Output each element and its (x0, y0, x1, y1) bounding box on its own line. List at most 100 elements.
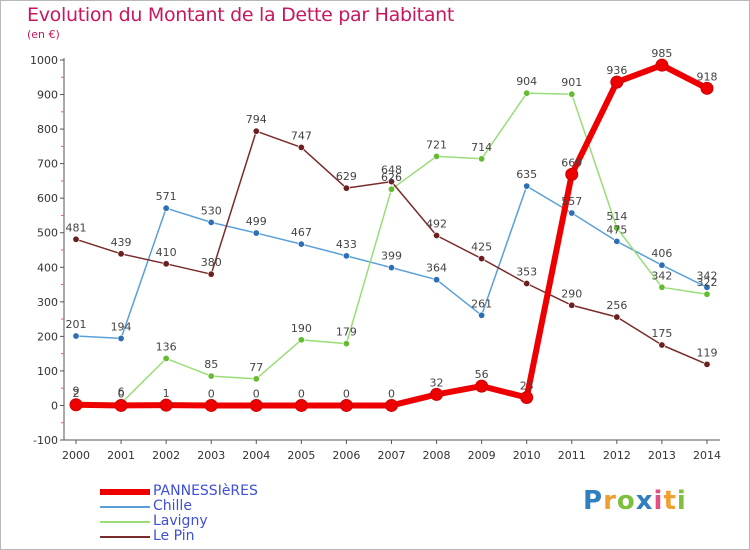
y-tick-label: 200 (37, 330, 58, 343)
data-label-chille: 399 (381, 250, 402, 263)
data-point-le-pin (523, 280, 531, 288)
data-point-lavigny (703, 290, 711, 298)
y-tick-label: 700 (37, 158, 58, 171)
data-label-pannessi-res: 0 (298, 387, 305, 400)
data-point-le-pin (478, 255, 486, 263)
data-point-le-pin (297, 143, 305, 151)
data-label-le-pin: 439 (111, 236, 132, 249)
data-label-lavigny: 904 (516, 75, 537, 88)
data-point-chille (478, 311, 486, 319)
data-label-lavigny: 514 (606, 210, 627, 223)
data-point-chille (433, 276, 441, 284)
y-tick-label: -100 (33, 434, 58, 447)
data-label-lavigny: 626 (381, 171, 402, 184)
legend-label-pannessi-res: PANNESSIèRES (153, 483, 258, 499)
data-label-le-pin: 256 (606, 299, 627, 312)
data-label-chille: 342 (696, 269, 717, 282)
x-tick-label: 2012 (603, 449, 631, 462)
data-label-pannessi-res: 918 (696, 70, 717, 83)
legend-label-le-pin: Le Pin (153, 528, 195, 544)
data-label-pannessi-res: 23 (520, 380, 534, 393)
data-label-lavigny: 322 (696, 276, 717, 289)
data-point-chille (658, 261, 666, 269)
data-label-le-pin: 290 (561, 287, 582, 300)
y-tick-label: 800 (37, 123, 58, 136)
data-label-chille: 557 (561, 195, 582, 208)
data-label-le-pin: 648 (381, 164, 402, 177)
data-point-le-pin (658, 341, 666, 349)
data-label-pannessi-res: 0 (208, 387, 215, 400)
data-label-chille: 433 (336, 238, 357, 251)
data-point-lavigny (342, 340, 350, 348)
data-point-chille (207, 218, 215, 226)
data-label-pannessi-res: 2 (73, 387, 80, 400)
x-tick-label: 2005 (287, 449, 315, 462)
data-label-le-pin: 410 (156, 246, 177, 259)
data-label-le-pin: 425 (471, 241, 492, 254)
x-tick-label: 2014 (693, 449, 721, 462)
chart-subtitle: (en €) (27, 28, 60, 41)
logo-letter: P (583, 486, 604, 516)
data-point-pannessi-res (475, 379, 489, 393)
data-point-pannessi-res (384, 398, 398, 412)
data-point-chille (703, 283, 711, 291)
data-label-pannessi-res: 56 (475, 368, 489, 381)
x-tick-label: 2008 (423, 449, 451, 462)
data-point-pannessi-res (159, 398, 173, 412)
data-label-lavigny: 6 (118, 385, 125, 398)
data-point-pannessi-res (520, 391, 534, 405)
data-point-chille (523, 182, 531, 190)
data-point-lavigny (478, 155, 486, 163)
data-point-le-pin (387, 178, 395, 186)
data-label-le-pin: 794 (246, 113, 267, 126)
y-tick-label: 1000 (30, 54, 58, 67)
data-label-chille: 571 (156, 190, 177, 203)
data-label-pannessi-res: 32 (430, 376, 444, 389)
data-label-lavigny: 714 (471, 141, 492, 154)
data-point-chille (613, 237, 621, 245)
data-label-pannessi-res: 669 (561, 156, 582, 169)
data-label-lavigny: 9 (73, 384, 80, 397)
x-tick-label: 2010 (513, 449, 541, 462)
data-label-le-pin: 119 (696, 346, 717, 359)
data-label-lavigny: 190 (291, 322, 312, 335)
logo-letter: o (616, 486, 636, 516)
data-point-chille (342, 252, 350, 260)
x-tick-label: 2003 (197, 449, 225, 462)
data-point-lavigny (523, 89, 531, 97)
data-label-lavigny: 721 (426, 138, 447, 151)
data-point-lavigny (613, 224, 621, 232)
y-tick-label: 900 (37, 89, 58, 102)
data-label-chille: 530 (201, 204, 222, 217)
logo-letter: r (603, 486, 617, 516)
y-tick-label: 400 (37, 261, 58, 274)
legend-label-chille: Chille (153, 498, 192, 514)
data-label-le-pin: 481 (66, 221, 87, 234)
data-point-le-pin (703, 360, 711, 368)
data-point-le-pin (613, 313, 621, 321)
data-label-le-pin: 175 (651, 327, 672, 340)
data-point-lavigny (658, 283, 666, 291)
data-point-pannessi-res (249, 398, 263, 412)
data-point-chille (568, 209, 576, 217)
data-point-lavigny (297, 336, 305, 344)
data-point-le-pin (207, 270, 215, 278)
data-label-le-pin: 380 (201, 256, 222, 269)
data-label-pannessi-res: 0 (343, 387, 350, 400)
x-tick-label: 2013 (648, 449, 676, 462)
data-point-pannessi-res (69, 398, 83, 412)
data-point-chille (252, 229, 260, 237)
data-point-chille (297, 240, 305, 248)
data-point-pannessi-res (204, 398, 218, 412)
data-point-lavigny (433, 152, 441, 160)
logo-letter: x (635, 486, 654, 516)
data-point-le-pin (433, 231, 441, 239)
logo-letter: i (676, 486, 687, 516)
data-point-le-pin (162, 260, 170, 268)
data-label-le-pin: 353 (516, 266, 537, 279)
data-point-pannessi-res (700, 81, 714, 95)
y-tick-label: 0 (51, 399, 58, 412)
data-label-lavigny: 342 (651, 269, 672, 282)
data-point-pannessi-res (430, 387, 444, 401)
